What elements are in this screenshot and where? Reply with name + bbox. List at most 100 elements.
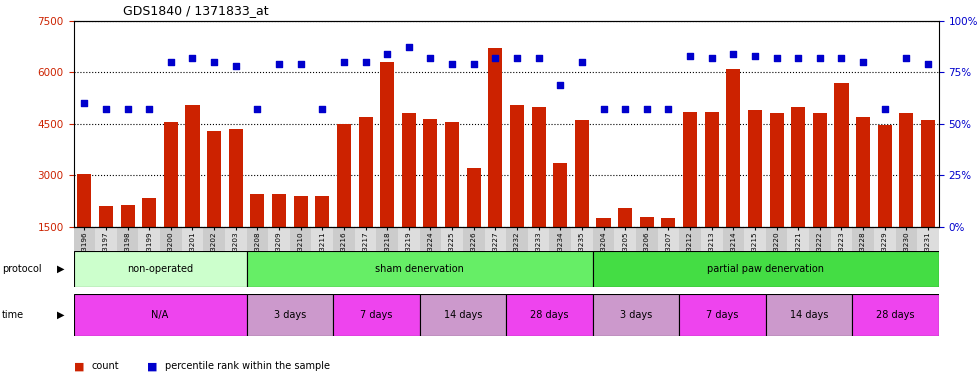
Point (791, 55, 807, 61)
Bar (554, 163, 567, 278)
Bar (355, 223, 376, 276)
Bar (185, 105, 200, 278)
Point (293, 61, 309, 67)
Bar (593, 251, 939, 287)
Bar (316, 196, 329, 278)
Bar (614, 223, 636, 276)
Text: N/A: N/A (151, 310, 169, 320)
Bar (506, 294, 593, 336)
Bar (138, 223, 160, 276)
Text: 7 days: 7 days (707, 310, 739, 320)
Bar (809, 223, 831, 276)
Bar (618, 208, 632, 278)
Point (596, 106, 612, 112)
Bar (765, 223, 787, 276)
Bar (896, 223, 917, 276)
Bar (181, 223, 203, 276)
Point (812, 55, 828, 61)
Bar (121, 204, 134, 278)
Bar (748, 110, 762, 278)
Point (920, 61, 936, 67)
Bar (662, 218, 675, 278)
Bar (142, 198, 156, 278)
Bar (878, 126, 892, 278)
Bar (917, 223, 939, 276)
Bar (423, 118, 437, 278)
Bar (834, 82, 849, 278)
Bar (900, 114, 913, 278)
Bar (247, 251, 593, 287)
Point (228, 63, 244, 69)
Bar (658, 223, 679, 276)
Bar (857, 117, 870, 278)
Text: time: time (2, 310, 24, 320)
Bar (441, 223, 463, 276)
Point (531, 55, 547, 61)
Point (141, 106, 157, 112)
Bar (269, 223, 290, 276)
Point (661, 106, 676, 112)
Bar (463, 223, 484, 276)
Bar (571, 223, 593, 276)
Bar (164, 122, 178, 278)
Bar (312, 223, 333, 276)
Bar (484, 223, 506, 276)
Bar (376, 223, 398, 276)
Bar (575, 120, 589, 278)
Point (682, 53, 698, 59)
Point (617, 106, 633, 112)
Bar (722, 223, 744, 276)
Point (98, 106, 114, 112)
Bar (488, 48, 503, 278)
Bar (679, 294, 765, 336)
Point (120, 106, 135, 112)
Text: sham denervation: sham denervation (375, 264, 465, 274)
Bar (597, 218, 611, 278)
Text: ▶: ▶ (57, 264, 65, 274)
Point (401, 45, 416, 51)
Point (899, 55, 914, 61)
Bar (744, 223, 765, 276)
Bar (550, 223, 571, 276)
Bar (247, 223, 269, 276)
Bar (225, 223, 247, 276)
Bar (765, 294, 853, 336)
Bar (510, 105, 524, 278)
Point (271, 61, 287, 67)
Point (379, 51, 395, 57)
Bar (95, 223, 117, 276)
Bar (791, 106, 806, 278)
Bar (402, 114, 416, 278)
Text: 3 days: 3 days (619, 310, 652, 320)
Bar (640, 217, 654, 278)
Bar (853, 223, 874, 276)
Bar (74, 251, 247, 287)
Bar (787, 223, 809, 276)
Bar (294, 196, 308, 278)
Text: 28 days: 28 days (876, 310, 914, 320)
Bar (74, 223, 95, 276)
Bar (921, 120, 935, 278)
Text: ■: ■ (74, 361, 84, 371)
Bar (160, 223, 181, 276)
Text: count: count (91, 361, 119, 371)
Text: 14 days: 14 days (444, 310, 482, 320)
Text: GDS1840 / 1371833_at: GDS1840 / 1371833_at (122, 4, 269, 17)
Bar (333, 223, 355, 276)
Point (206, 59, 221, 65)
Point (76, 100, 92, 106)
Text: partial paw denervation: partial paw denervation (708, 264, 824, 274)
Bar (531, 106, 546, 278)
Bar (705, 112, 718, 278)
Bar (445, 122, 459, 278)
Point (877, 106, 893, 112)
Bar (99, 206, 113, 278)
Point (358, 59, 373, 65)
Bar (528, 223, 550, 276)
Bar (333, 294, 419, 336)
Point (747, 53, 762, 59)
Text: 14 days: 14 days (790, 310, 828, 320)
Bar (769, 114, 784, 278)
Bar (593, 294, 679, 336)
Bar (679, 223, 701, 276)
